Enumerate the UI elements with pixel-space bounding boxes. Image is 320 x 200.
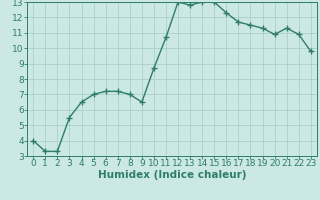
X-axis label: Humidex (Indice chaleur): Humidex (Indice chaleur): [98, 170, 246, 180]
